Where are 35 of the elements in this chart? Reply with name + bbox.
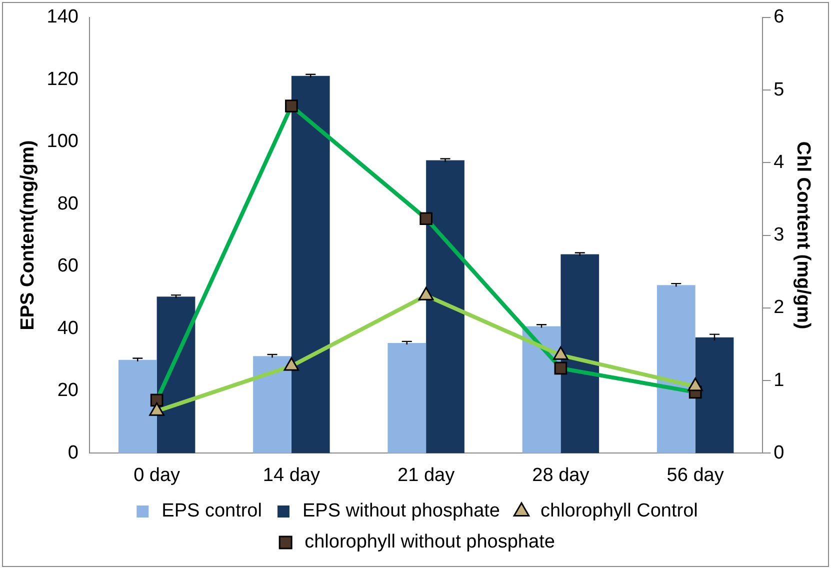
y2-tick-label: 6 [774,6,784,28]
bar [560,254,600,454]
y-tick-label: 60 [57,256,78,277]
x-tick-label: 28 day [532,464,590,486]
legend-label: chlorophyll Control [540,500,698,522]
bar [426,160,464,454]
bar [388,343,426,454]
y-tick-label: 120 [46,68,78,90]
y-tick-label: 40 [57,318,78,339]
y2-tick-label: 3 [774,224,784,246]
y2-axis-title: Chl Content (mg/gm) [792,141,814,330]
bar [695,337,734,454]
y2-tick-label: 1 [774,370,784,391]
bar [656,285,696,454]
y-tick-label: 0 [68,442,78,464]
y2-tick-label: 2 [774,297,784,318]
y2-tick-label: 5 [774,79,784,100]
y-tick-label: 20 [57,380,78,402]
bar [253,356,292,454]
legend-label: EPS control [162,500,262,522]
bar [291,76,330,454]
legend-label: chlorophyll without phosphate [304,532,555,553]
y-tick-label: 100 [46,131,78,152]
y-tick-label: 80 [57,193,78,214]
legend-label: EPS without phosphate [302,500,500,522]
x-tick-label: 21 day [398,464,456,486]
y-axis-title: EPS Content(mg/gm) [18,140,39,330]
x-tick-label: 0 day [134,464,181,486]
bar [522,326,561,454]
y-tick-label: 140 [46,6,78,28]
x-tick-label: 14 day [262,464,320,486]
x-tick-label: 56 day [666,464,724,486]
bar [118,360,157,454]
y2-tick-label: 0 [774,442,784,464]
y2-tick-label: 4 [774,152,785,173]
